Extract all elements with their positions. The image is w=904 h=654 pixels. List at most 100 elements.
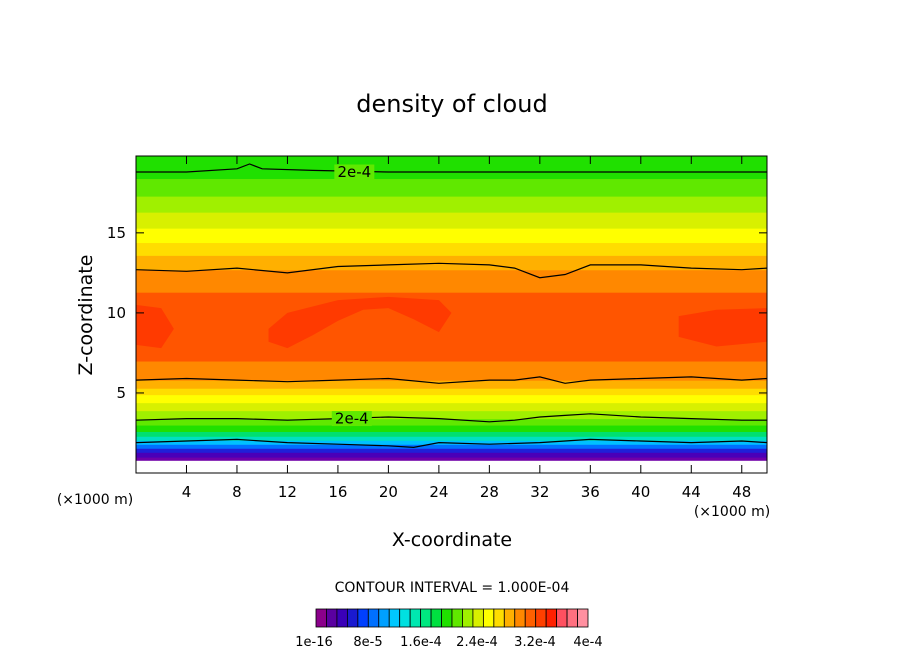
colorbar-swatch <box>535 608 547 628</box>
x-tick-label: 28 <box>480 483 499 501</box>
x-tick-label: 24 <box>429 483 448 501</box>
density-band <box>136 410 767 420</box>
core-right <box>678 308 767 347</box>
x-tick-label: 4 <box>182 483 192 501</box>
x-tick-label: 16 <box>328 483 347 501</box>
density-band <box>136 448 767 453</box>
density-band <box>136 212 767 229</box>
density-band <box>136 388 767 396</box>
colorbar-swatch <box>514 608 526 628</box>
density-band <box>136 424 767 432</box>
colorbar-tick-labels: 1e-16 8e-5 1.6e-4 2.4e-4 3.2e-4 4e-4 <box>295 635 602 650</box>
colorbar-swatch <box>577 608 589 628</box>
y-axis-ticks: 5 10 15 <box>107 224 767 402</box>
colorbar-swatch <box>357 608 369 628</box>
x-tick-label: 8 <box>232 483 242 501</box>
colorbar-swatch <box>493 608 505 628</box>
colorbar-tick-label: 1e-16 <box>295 635 333 650</box>
density-band <box>136 394 767 404</box>
x-tick-label: 48 <box>732 483 751 501</box>
contour-labels: 2e-4 2e-4 <box>331 163 375 428</box>
contour-label: 2e-4 <box>337 163 371 181</box>
contour-line-upper <box>136 163 767 173</box>
density-band <box>136 255 767 271</box>
density-band <box>136 436 767 441</box>
y-tick-label: 10 <box>107 304 126 322</box>
density-band <box>136 460 767 473</box>
core-left <box>136 304 174 349</box>
plot-frame <box>135 155 768 474</box>
contour-line-cloud-base <box>136 376 767 384</box>
density-band <box>136 196 767 213</box>
density-bands <box>136 156 767 473</box>
density-band <box>136 228 767 244</box>
colorbar-swatch <box>482 608 495 628</box>
x-axis-label: X-coordinate <box>392 529 512 551</box>
plot-area <box>136 156 767 473</box>
y-tick-label: 15 <box>107 224 126 242</box>
contour-label-bg <box>334 164 375 180</box>
density-band <box>136 156 767 180</box>
density-band <box>136 242 767 256</box>
colorbar-swatch <box>420 608 432 628</box>
colorbar-swatch <box>524 608 537 628</box>
colorbar-swatch <box>441 608 453 628</box>
colorbar-swatch <box>556 608 568 628</box>
x-tick-label: 36 <box>581 483 600 501</box>
density-band <box>136 452 767 458</box>
colorbar-swatch <box>503 608 516 628</box>
density-band <box>136 418 767 426</box>
colorbar-swatch <box>399 608 411 628</box>
density-band <box>136 292 767 362</box>
contour-line-cloud-top <box>136 262 767 279</box>
density-band <box>136 444 767 449</box>
colorbar-swatch <box>336 608 348 628</box>
colorbar-tick-label: 1.6e-4 <box>400 635 442 650</box>
colorbar-swatch <box>545 608 558 628</box>
density-band <box>136 431 767 437</box>
colorbar-swatch <box>472 608 484 628</box>
colorbar-swatch <box>451 608 463 628</box>
colorbar-swatch <box>378 608 390 628</box>
contour-line-bottom <box>136 438 767 449</box>
contour-interval-text: CONTOUR INTERVAL = 1.000E-04 <box>335 580 570 596</box>
colorbar-swatch <box>346 608 359 628</box>
colorbar-swatch <box>430 608 442 628</box>
density-band <box>136 269 767 293</box>
y-axis-label: Z-coordinate <box>75 255 97 376</box>
contour-lines <box>136 163 767 449</box>
x-tick-label: 40 <box>631 483 650 501</box>
density-band <box>136 380 767 389</box>
colorbar-swatch <box>462 608 474 628</box>
density-band <box>136 178 767 197</box>
density-band <box>136 456 767 461</box>
contour-line-lower <box>136 413 767 423</box>
x-tick-label: 44 <box>682 483 701 501</box>
density-band <box>136 360 767 381</box>
x-tick-label: 20 <box>379 483 398 501</box>
y-tick-label: 5 <box>116 384 126 402</box>
x-axis-unit-right: (×1000 m) <box>694 504 770 520</box>
x-tick-label: 32 <box>530 483 549 501</box>
x-axis-ticks: 4 8 12 16 20 24 28 32 36 40 44 48 <box>182 156 751 501</box>
density-band <box>136 402 767 412</box>
colorbar-swatch <box>315 608 327 628</box>
contour-label-bg <box>331 411 372 427</box>
density-cores <box>136 296 767 349</box>
colorbar-swatch <box>566 608 578 628</box>
colorbar <box>315 608 589 628</box>
contour-label: 2e-4 <box>335 410 369 428</box>
colorbar-tick-label: 3.2e-4 <box>514 635 556 650</box>
colorbar-tick-label: 4e-4 <box>573 635 602 650</box>
colorbar-swatch <box>326 608 338 628</box>
x-axis-unit-left: (×1000 m) <box>57 492 133 508</box>
colorbar-tick-label: 2.4e-4 <box>456 635 498 650</box>
colorbar-tick-label: 8e-5 <box>353 635 382 650</box>
chart-title: density of cloud <box>356 90 547 118</box>
x-tick-label: 12 <box>278 483 297 501</box>
colorbar-swatch <box>388 608 401 628</box>
colorbar-swatch <box>409 608 422 628</box>
colorbar-swatch <box>367 608 380 628</box>
core-center <box>268 296 452 349</box>
